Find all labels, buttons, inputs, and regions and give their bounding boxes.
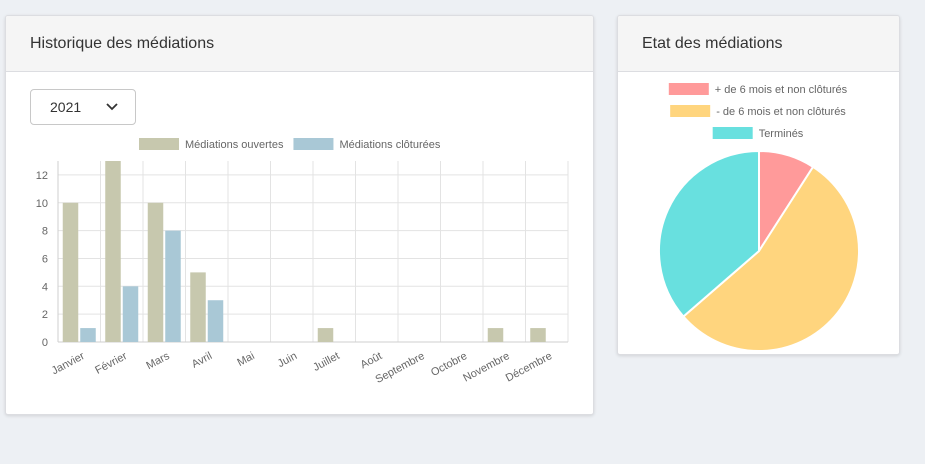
x-tick-label: Août <box>359 350 385 371</box>
pie-chart: + de 6 mois et non clôturés - de 6 mois e… <box>658 83 860 352</box>
bar-ouvertes <box>317 328 334 342</box>
x-tick-label: Février <box>93 350 129 377</box>
chevron-down-icon <box>106 103 118 111</box>
y-tick-label: 8 <box>42 226 48 238</box>
pie-slice <box>682 165 860 352</box>
state-card-title: Etat des médiations <box>618 16 899 72</box>
legend-label: Médiations clôturées <box>339 139 440 151</box>
bar-ouvertes <box>105 161 121 342</box>
y-tick-label: 0 <box>42 337 48 349</box>
year-select-value: 2021 <box>50 99 82 115</box>
y-tick-label: 10 <box>36 198 48 210</box>
x-tick-label: Septembre <box>374 350 427 386</box>
bar-cloturees <box>207 300 224 342</box>
y-tick-label: 4 <box>42 281 48 293</box>
pie-legend-label: + de 6 mois et non clôturés <box>715 84 848 96</box>
y-tick-label: 2 <box>42 309 48 321</box>
pie-legend-label: Terminés <box>759 128 804 140</box>
bar-ouvertes <box>487 328 504 342</box>
x-tick-label: Juin <box>276 350 299 370</box>
bar-ouvertes <box>147 202 164 342</box>
x-tick-label: Janvier <box>50 350 87 377</box>
state-card: Etat des médiations + de 6 mois et non c… <box>617 15 900 355</box>
y-tick-label: 12 <box>36 170 48 182</box>
pie-legend-item: Terminés <box>712 127 804 140</box>
bar-ouvertes <box>62 202 79 342</box>
pie-slice <box>658 149 760 318</box>
pie-legend-item: + de 6 mois et non clôturés <box>668 83 848 96</box>
x-tick-label: Octobre <box>429 350 469 379</box>
legend-swatch <box>293 138 334 150</box>
x-tick-label: Juillet <box>311 350 341 374</box>
history-card: Historique des médiations 2021 0 2 4 6 8 10 12… <box>5 15 594 415</box>
bar-chart: 0 2 4 6 8 10 12 Janvier Février Mars Avril Mai Juin J… <box>36 138 569 386</box>
pie-legend-swatch <box>670 105 711 117</box>
year-select[interactable]: 2021 <box>30 89 136 125</box>
x-tick-label: Novembre <box>461 350 511 384</box>
bar-cloturees <box>165 230 181 342</box>
legend-label: Médiations ouvertes <box>185 139 284 151</box>
pie-legend-item: - de 6 mois et non clôturés <box>670 105 846 118</box>
pie-legend-swatch <box>668 83 709 95</box>
x-tick-label: Avril <box>190 350 214 371</box>
bar-ouvertes <box>530 328 546 342</box>
x-tick-label: Décembre <box>504 350 554 384</box>
bar-cloturees <box>122 286 139 342</box>
y-tick-label: 6 <box>42 253 48 265</box>
pie-legend-label: - de 6 mois et non clôturés <box>716 106 846 118</box>
bar-cloturees <box>80 328 96 342</box>
bar-ouvertes <box>190 272 206 342</box>
history-card-title: Historique des médiations <box>6 16 593 72</box>
x-tick-label: Mai <box>235 350 256 369</box>
pie-legend-swatch <box>712 127 753 139</box>
legend-swatch <box>139 138 179 150</box>
x-tick-label: Mars <box>144 350 172 372</box>
